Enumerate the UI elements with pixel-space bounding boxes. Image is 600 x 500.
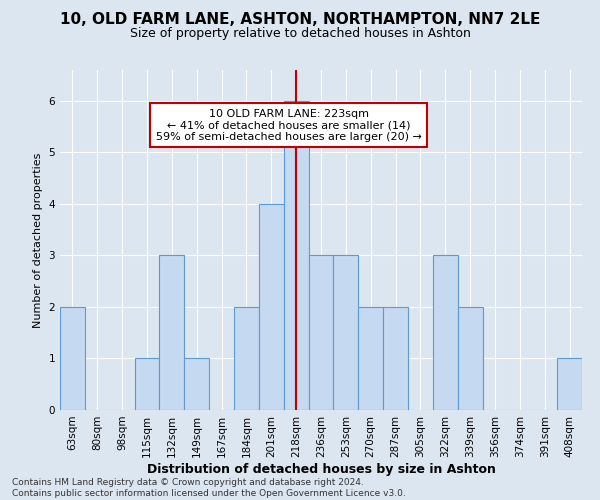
Bar (184, 358, 209, 410)
Bar (557, 358, 582, 410)
Bar (259, 204, 284, 410)
Y-axis label: Number of detached properties: Number of detached properties (33, 152, 43, 328)
Text: Size of property relative to detached houses in Ashton: Size of property relative to detached ho… (130, 28, 470, 40)
Bar (433, 256, 458, 410)
Bar (358, 307, 383, 410)
Bar (334, 256, 358, 410)
Bar (134, 358, 160, 410)
Text: 10 OLD FARM LANE: 223sqm
← 41% of detached houses are smaller (14)
59% of semi-d: 10 OLD FARM LANE: 223sqm ← 41% of detach… (156, 108, 422, 142)
Bar (308, 256, 334, 410)
Bar (60, 307, 85, 410)
Bar (160, 256, 184, 410)
Text: 10, OLD FARM LANE, ASHTON, NORTHAMPTON, NN7 2LE: 10, OLD FARM LANE, ASHTON, NORTHAMPTON, … (60, 12, 540, 28)
Text: Contains HM Land Registry data © Crown copyright and database right 2024.
Contai: Contains HM Land Registry data © Crown c… (12, 478, 406, 498)
Bar (234, 307, 259, 410)
X-axis label: Distribution of detached houses by size in Ashton: Distribution of detached houses by size … (146, 462, 496, 475)
Bar (383, 307, 408, 410)
Bar (458, 307, 482, 410)
Bar (284, 101, 308, 410)
